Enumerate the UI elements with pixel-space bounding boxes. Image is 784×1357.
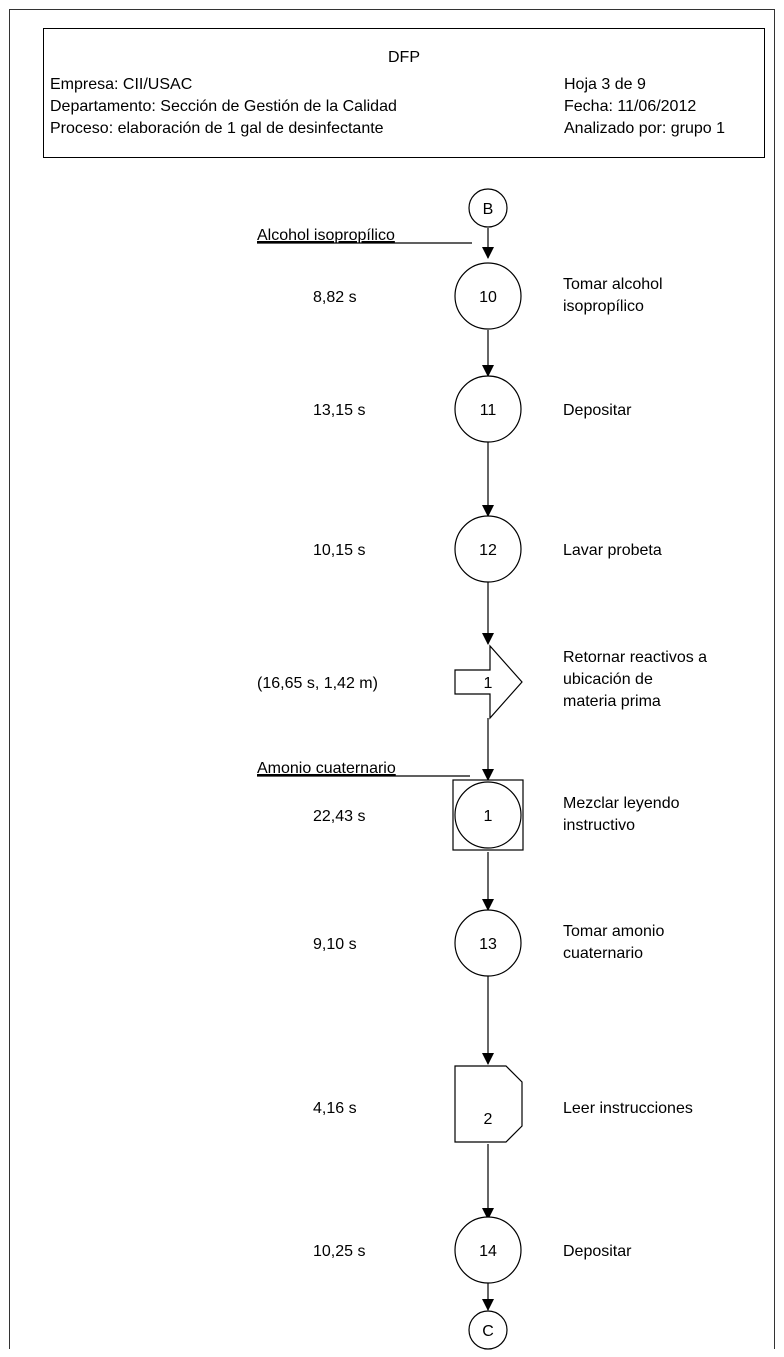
step-description: Lavar probeta (563, 542, 662, 559)
combined-step-1: 1 22,43 s Mezclar leyendo instructivo (313, 779, 680, 851)
operation-symbol (454, 909, 522, 977)
step-number: 10 (479, 289, 497, 306)
operation-symbol (454, 262, 522, 330)
end-connector-label: C (482, 1323, 494, 1340)
step-number: 12 (479, 542, 497, 559)
step-description: Depositar (563, 1243, 632, 1260)
sheet-label: Hoja 3 de 9 (564, 76, 646, 93)
step-description: Retornar reactivos a (563, 649, 707, 666)
step-description: ubicación de (563, 671, 653, 688)
step-number: 1 (484, 808, 493, 825)
step-number: 11 (480, 402, 497, 419)
process-label: Proceso: elaboración de 1 gal de desinfe… (50, 120, 384, 137)
page-frame (9, 9, 775, 1349)
step-time: 8,82 s (313, 289, 357, 306)
step-time: 10,25 s (313, 1243, 365, 1260)
step-time: (16,65 s, 1,42 m) (257, 675, 378, 692)
step-description: instructivo (563, 817, 635, 834)
step-time: 10,15 s (313, 542, 365, 559)
material-input-alcohol: Alcohol isopropílico (257, 227, 472, 244)
operation-symbol (454, 1216, 522, 1284)
step-description: materia prima (563, 693, 661, 710)
material-label: Amonio cuaternario (257, 760, 396, 777)
step-description: Tomar alcohol (563, 276, 663, 293)
start-connector-label: B (483, 201, 494, 218)
department-label: Departamento: Sección de Gestión de la C… (50, 98, 397, 115)
operation-symbol (454, 375, 522, 443)
step-description: cuaternario (563, 945, 643, 962)
header-left: Empresa: CII/USAC Departamento: Sección … (50, 74, 397, 140)
step-time: 4,16 s (313, 1100, 357, 1117)
step-description: isopropílico (563, 298, 644, 315)
step-time: 13,15 s (313, 402, 365, 419)
end-connector: C (468, 1310, 508, 1350)
company-label: Empresa: CII/USAC (50, 76, 193, 93)
operation-step-10: 10 8,82 s Tomar alcohol isopropílico (313, 262, 663, 330)
delay-symbol (454, 1065, 523, 1143)
operation-step-14: 14 10,25 s Depositar (313, 1216, 632, 1284)
step-time: 22,43 s (313, 808, 365, 825)
step-time: 9,10 s (313, 936, 357, 953)
operation-step-12: 12 10,15 s Lavar probeta (313, 515, 662, 583)
operation-step-11: 11 13,15 s Depositar (313, 375, 632, 443)
step-description: Mezclar leyendo (563, 795, 680, 812)
header-box: DFP Empresa: CII/USAC Departamento: Secc… (43, 28, 765, 158)
step-number: 13 (479, 936, 497, 953)
delay-step-2: 2 4,16 s Leer instrucciones (313, 1065, 693, 1143)
step-number: 2 (484, 1111, 493, 1128)
operation-step-13: 13 9,10 s Tomar amonio cuaternario (313, 909, 664, 977)
header-right: Hoja 3 de 9 Fecha: 11/06/2012 Analizado … (564, 74, 725, 140)
transport-step-1: 1 (16,65 s, 1,42 m) Retornar reactivos a… (257, 644, 707, 720)
step-number: 14 (479, 1243, 497, 1260)
operation-symbol (454, 515, 522, 583)
date-label: Fecha: 11/06/2012 (564, 98, 697, 115)
start-connector: B (468, 188, 508, 228)
material-label: Alcohol isopropílico (257, 227, 395, 244)
step-number: 1 (484, 675, 493, 692)
material-input-ammonium: Amonio cuaternario (257, 760, 470, 777)
diagram-title: DFP (388, 49, 420, 66)
operation-symbol (454, 781, 522, 849)
step-description: Leer instrucciones (563, 1100, 693, 1117)
step-description: Tomar amonio (563, 923, 664, 940)
transport-arrow-symbol (454, 644, 523, 720)
analyst-label: Analizado por: grupo 1 (564, 120, 725, 137)
step-description: Depositar (563, 402, 632, 419)
